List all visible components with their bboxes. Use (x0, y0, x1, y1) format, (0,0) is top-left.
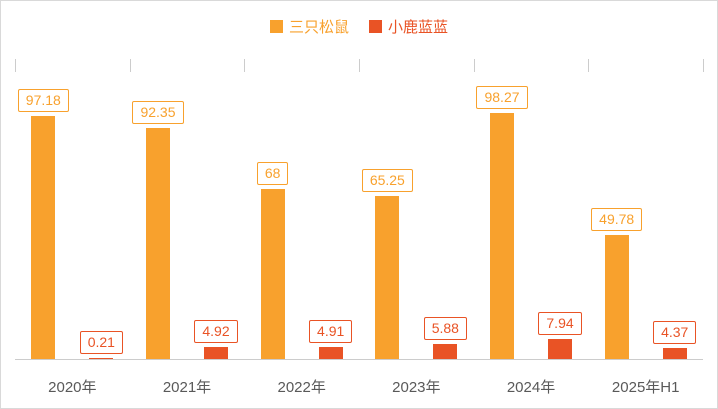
chart-legend: 三只松鼠 小鹿蓝蓝 (1, 16, 717, 37)
bar-column-series-0: 92.35 (131, 101, 185, 359)
bar-column-series-0: 65.25 (360, 168, 414, 359)
bar-column-series-0: 97.18 (16, 89, 70, 359)
bar-column-series-1: 0.21 (74, 331, 128, 359)
bar-column-series-0: 49.78 (590, 207, 644, 359)
bar-series-0 (375, 195, 400, 359)
bar-series-1 (204, 346, 228, 359)
legend-item-series-1[interactable]: 小鹿蓝蓝 (369, 16, 448, 37)
x-axis-label: 2020年 (48, 379, 97, 396)
legend-label-series-1: 小鹿蓝蓝 (388, 19, 449, 36)
axis-tick (703, 59, 704, 72)
bar-series-1 (548, 339, 573, 359)
plot-area: 97.18 0.21 92.35 4.92 68 4.91 65.25 5.88 98.27 7.… (15, 59, 704, 360)
value-label: 68 (256, 162, 289, 185)
bar-groups: 97.18 0.21 92.35 4.92 68 4.91 65.25 5.88 98.27 7.… (15, 59, 703, 359)
value-label: 98.27 (476, 86, 528, 110)
category-group: 65.25 5.88 (359, 59, 474, 359)
value-label: 49.78 (591, 207, 643, 231)
category-group: 92.35 4.92 (130, 59, 245, 359)
x-axis-label: 2022年 (277, 379, 326, 396)
value-label: 92.35 (132, 101, 184, 125)
x-axis-label: 2021年 (162, 379, 212, 396)
value-label: 4.92 (194, 319, 238, 343)
value-label: 4.91 (309, 319, 353, 343)
x-axis-labels: 2020年 2021年 2022年 2023年 2024年 2025年H1 (15, 376, 703, 397)
legend-swatch-red-icon (369, 20, 382, 33)
bar-column-series-1: 7.94 (533, 312, 587, 359)
x-axis-label: 2024年 (506, 379, 556, 396)
value-label: 97.18 (17, 89, 69, 113)
bar-series-0 (490, 113, 515, 359)
legend-swatch-orange-icon (269, 20, 283, 33)
category-group: 68 4.91 (244, 59, 359, 359)
legend-label-series-0: 三只松鼠 (288, 19, 349, 36)
value-label: 7.94 (538, 312, 582, 336)
legend-item-series-0[interactable]: 三只松鼠 (269, 16, 349, 37)
bar-series-0 (146, 128, 170, 359)
bar-column-series-1: 4.91 (304, 319, 358, 359)
bar-column-series-1: 4.37 (648, 321, 702, 359)
x-axis-label: 2023年 (392, 379, 441, 396)
bar-series-1 (318, 346, 343, 359)
category-group: 97.18 0.21 (15, 59, 130, 359)
bar-series-1 (433, 344, 458, 359)
value-label: 4.37 (653, 321, 697, 345)
category-group: 98.27 7.94 (474, 59, 589, 359)
category-group: 49.78 4.37 (588, 59, 703, 359)
bar-series-0 (604, 234, 629, 359)
bar-series-1 (89, 358, 114, 359)
bar-series-0 (31, 116, 56, 359)
bar-column-series-1: 5.88 (418, 317, 472, 359)
bar-series-1 (662, 348, 687, 359)
bar-column-series-0: 98.27 (475, 86, 529, 359)
value-label: 5.88 (423, 317, 467, 341)
value-label: 65.25 (361, 168, 413, 192)
x-axis-label: 2025年H1 (611, 379, 680, 396)
value-label: 0.21 (79, 331, 123, 354)
bar-column-series-0: 68 (246, 162, 300, 359)
bar-column-series-1: 4.92 (189, 319, 243, 359)
bar-series-0 (260, 189, 285, 359)
